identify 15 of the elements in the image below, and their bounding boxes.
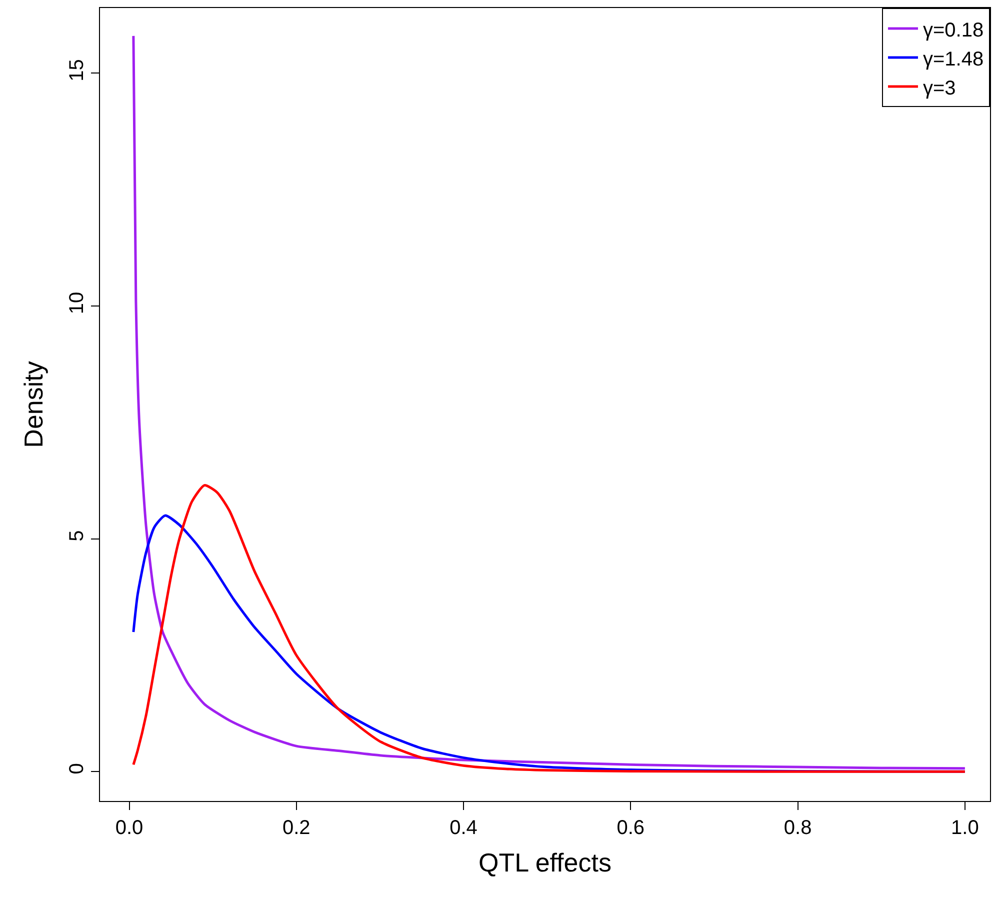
x-tick-label: 0.6 [616, 817, 645, 839]
x-tick-label: 1.0 [951, 817, 979, 839]
y-axis-title: Density [18, 361, 48, 448]
legend-label: γ=0.18 [923, 19, 984, 42]
x-tick-label: 0.0 [115, 817, 144, 839]
x-tick-label: 0.2 [282, 817, 310, 839]
x-tick-label: 0.4 [450, 817, 478, 839]
y-tick-label: 5 [66, 530, 88, 542]
y-tick-label: 0 [66, 763, 88, 774]
x-axis-title: QTL effects [478, 848, 612, 878]
legend-label: γ=1.48 [923, 48, 984, 70]
legend-label: γ=3 [923, 77, 956, 100]
y-tick-label: 10 [66, 292, 88, 314]
x-tick-label: 0.8 [784, 817, 812, 839]
y-tick-label: 15 [66, 59, 88, 82]
